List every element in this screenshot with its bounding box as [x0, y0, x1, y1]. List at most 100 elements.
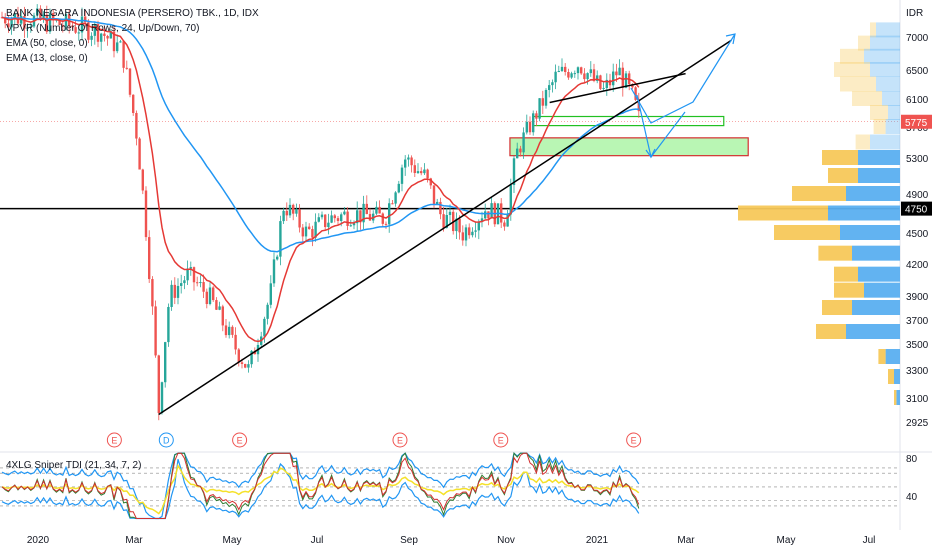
candle-body	[570, 73, 573, 78]
candle-body	[276, 256, 279, 260]
vp-bar-down	[792, 186, 846, 201]
candle-body	[464, 227, 468, 241]
vp-bar-up	[896, 390, 900, 405]
candle-body	[170, 284, 173, 307]
vp-bar-down	[834, 282, 864, 298]
vp-bar-up	[828, 205, 900, 221]
time-tick-label: Mar	[125, 535, 143, 546]
candle-body	[269, 283, 272, 305]
candle-body	[484, 211, 487, 219]
symbol-title[interactable]: BANK NEGARA INDONESIA (PERSERO) TBK., 1D…	[6, 8, 259, 19]
candle-body	[333, 215, 336, 219]
candle-body	[544, 89, 548, 106]
candle-body	[356, 210, 359, 224]
candle-body	[122, 41, 125, 68]
candle-body	[295, 209, 298, 214]
vp-bar-down	[858, 35, 870, 51]
candle-body	[416, 171, 420, 174]
candle-body	[192, 267, 196, 283]
event-marker-label: E	[498, 436, 504, 446]
vp-bar-up	[852, 245, 900, 261]
time-tick-label: May	[777, 535, 796, 546]
arrow-head-dip	[645, 148, 656, 159]
candle-body	[509, 185, 512, 215]
candle-body	[180, 283, 183, 286]
vpvr-label[interactable]: VPVR (Number Of Rows, 24, Up/Down, 70)	[6, 23, 200, 34]
candle-body	[176, 285, 180, 298]
candle-body	[157, 355, 160, 413]
ema13-label[interactable]: EMA (13, close, 0)	[6, 53, 88, 64]
candle-body	[317, 217, 320, 222]
candle-body	[116, 42, 119, 52]
vp-bar-up	[846, 324, 900, 339]
resistance-trendline	[549, 72, 686, 104]
candle-body	[231, 326, 234, 335]
candle-body	[394, 192, 397, 204]
candle-body	[480, 218, 484, 222]
candle-body	[336, 218, 340, 221]
candle-body	[282, 210, 285, 222]
candle-body	[186, 268, 189, 281]
candle-body	[384, 223, 388, 225]
time-tick-label: Jul	[311, 535, 324, 546]
ema50-label[interactable]: EMA (50, close, 0)	[6, 38, 88, 49]
candle-body	[164, 342, 167, 383]
vp-bar-up	[894, 369, 900, 384]
candle-body	[535, 113, 538, 119]
candle-body	[224, 325, 228, 336]
candle-body	[532, 113, 535, 133]
candle-body	[39, 8, 42, 20]
candle-body	[349, 225, 352, 227]
candle-body	[288, 204, 292, 216]
candle-body	[400, 167, 404, 184]
candle-body	[554, 71, 557, 83]
candle-body	[596, 75, 599, 81]
candle-body	[439, 201, 442, 215]
candle-body	[202, 282, 205, 292]
tdi-tick-label: 40	[906, 492, 918, 503]
candle-body	[173, 284, 176, 298]
candle-body	[125, 67, 128, 69]
candle-body	[461, 232, 464, 241]
candle-body	[448, 211, 452, 216]
candle-body	[330, 215, 333, 223]
candle-body	[612, 71, 615, 86]
candle-body	[212, 287, 215, 301]
candle-body	[148, 237, 151, 280]
candle-body	[621, 67, 624, 88]
candle-body	[548, 85, 551, 90]
vp-bar-up	[852, 300, 900, 315]
candle-body	[218, 306, 221, 310]
candle-body	[388, 203, 391, 225]
candle-body	[391, 203, 394, 205]
time-tick-label: 2021	[586, 535, 609, 546]
vp-bar-up	[870, 62, 900, 77]
candle-body	[429, 178, 432, 186]
candle-body	[602, 87, 605, 89]
candle-body	[250, 350, 253, 365]
candle-body	[624, 73, 628, 88]
candle-body	[397, 183, 400, 193]
vp-bar-down	[840, 48, 864, 64]
vp-bar-down	[818, 245, 852, 261]
vp-bar-up	[858, 266, 900, 282]
candle-body	[519, 148, 522, 153]
candle-body	[141, 169, 144, 191]
candle-body	[359, 210, 362, 223]
price-tick-label: 4500	[906, 229, 929, 240]
indicator-legend[interactable]: 4XLG Sniper TDI (21, 34, 7, 2)	[6, 460, 142, 471]
vp-bar-up	[858, 150, 900, 165]
tdi-upper-band	[1, 452, 640, 520]
support-zone-filled	[509, 137, 749, 157]
candle-body	[84, 16, 87, 23]
candle-body	[477, 221, 480, 231]
event-marker	[493, 432, 509, 448]
volume-profile	[738, 22, 900, 405]
candle-body	[221, 306, 224, 326]
vp-bar-down	[888, 369, 894, 384]
time-tick-label: Jul	[863, 535, 876, 546]
price-tick-label: 7000	[906, 33, 929, 44]
time-tick-label: Mar	[677, 535, 695, 546]
candle-body	[503, 222, 506, 227]
